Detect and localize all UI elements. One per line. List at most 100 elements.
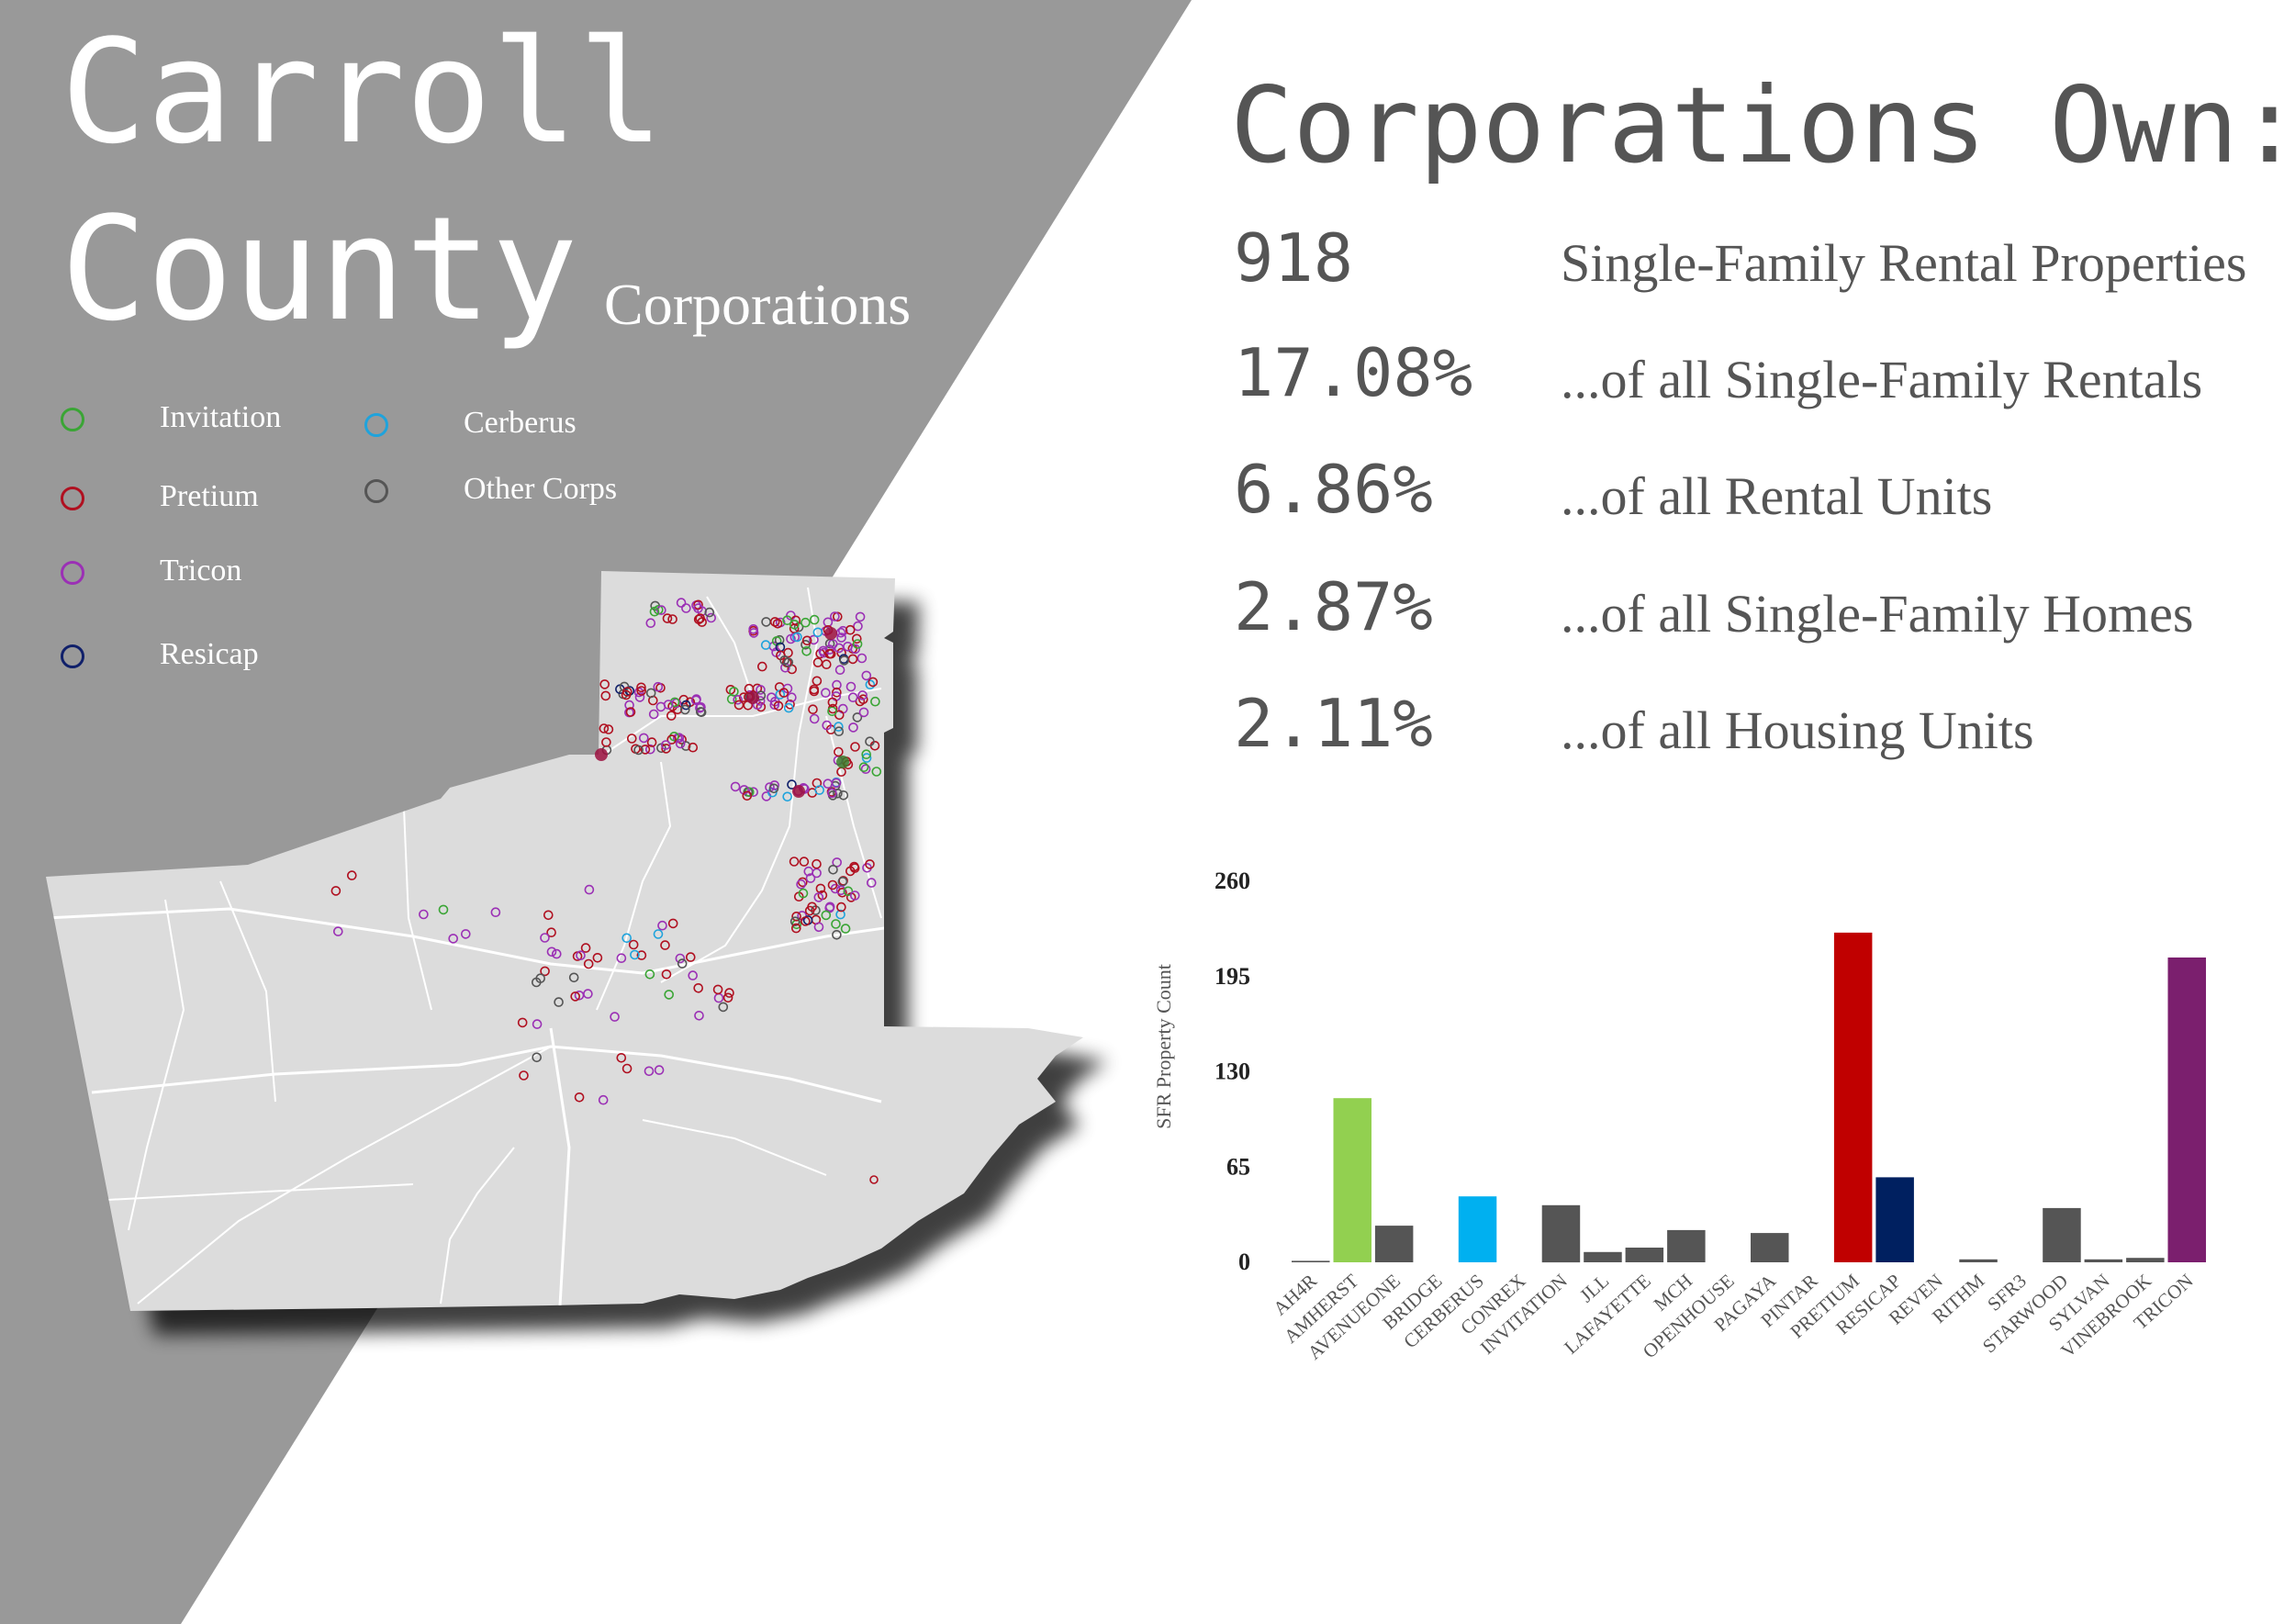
invitation-marker-icon (798, 888, 809, 899)
tricon-marker-icon (756, 685, 766, 695)
tricon-marker-icon (490, 907, 501, 918)
tricon-marker-icon (690, 695, 701, 706)
legend-label: Invitation (160, 400, 282, 434)
cerberus-marker-icon (782, 791, 793, 802)
county-subtitle: Corporations (604, 272, 912, 337)
pretium-marker-icon (517, 1017, 528, 1028)
stat-value-housing-share: 2.11% (1234, 685, 1433, 762)
pretium-marker-icon (834, 746, 844, 757)
tricon-marker-icon (638, 733, 649, 744)
invitation-marker-icon (840, 924, 851, 934)
pretium-marker-icon (661, 969, 672, 980)
other-corps-marker-icon (834, 726, 845, 737)
other-corps-marker-icon (852, 712, 863, 722)
other-corps-marker-icon (865, 736, 875, 747)
tricon-marker-icon (834, 643, 845, 654)
tricon-marker-icon (780, 662, 790, 673)
pretium-marker-icon (636, 950, 647, 960)
bar-rithm (1959, 1259, 1998, 1262)
map-roads (46, 587, 891, 1306)
invitation-marker-icon (726, 694, 737, 704)
tricon-marker-icon (832, 857, 843, 868)
pretium-marker-icon (640, 745, 651, 755)
tricon-marker-icon (706, 612, 717, 623)
invitation-marker-icon (852, 639, 863, 649)
tricon-marker-icon (765, 782, 775, 792)
tricon-marker-icon (332, 926, 343, 936)
pretium-marker-icon (667, 918, 678, 929)
cerberus-marker-icon (835, 909, 845, 920)
invitation-marker-icon (831, 919, 841, 929)
invitation-marker-icon (858, 762, 869, 773)
pretium-marker-icon (790, 923, 801, 934)
pretium-marker-icon (773, 700, 784, 711)
tricon-marker-icon (866, 878, 877, 888)
tricon-marker-icon (574, 991, 585, 1001)
tricon-marker-icon (830, 611, 840, 622)
other-corps-marker-icon (364, 479, 388, 503)
pretium-marker-icon (868, 677, 879, 688)
tricon-marker-icon (857, 690, 868, 700)
bar-pretium (1833, 932, 1873, 1262)
tricon-marker-icon (546, 946, 557, 958)
pretium-marker-icon (519, 1070, 529, 1081)
other-corps-marker-icon (789, 916, 800, 927)
pretium-marker-icon (580, 943, 591, 953)
bar-lafayette (1625, 1248, 1664, 1262)
cerberus-marker-icon (814, 785, 825, 795)
tricon-marker-icon (540, 933, 550, 943)
pretium-marker-icon (832, 687, 842, 698)
pretium-marker-icon (857, 694, 868, 705)
pretium-marker-icon (330, 886, 341, 896)
invitation-marker-icon (664, 990, 675, 1000)
tricon-marker-icon (657, 920, 667, 931)
resicap-marker-icon (787, 779, 797, 790)
pretium-marker-icon (628, 939, 639, 950)
pretium-marker-icon (636, 686, 647, 696)
dense-cluster-marker (836, 756, 849, 768)
tricon-marker-icon (849, 890, 860, 901)
tricon-marker-icon (693, 603, 703, 613)
other-corps-marker-icon (838, 790, 849, 801)
invitation-marker-icon (782, 615, 792, 626)
other-corps-marker-icon (677, 958, 688, 969)
other-corps-marker-icon (531, 977, 542, 988)
invitation-marker-icon (669, 697, 680, 708)
tricon-marker-icon (805, 873, 816, 883)
pretium-marker-icon (636, 682, 646, 693)
cerberus-marker-icon (865, 679, 876, 690)
pretium-marker-icon (824, 648, 835, 659)
other-corps-marker-icon (554, 997, 564, 1007)
bar-invitation (1541, 1204, 1581, 1263)
road-line (128, 899, 185, 1231)
tricon-marker-icon (663, 700, 674, 710)
cerberus-marker-icon (812, 627, 823, 638)
invitation-marker-icon (870, 696, 880, 707)
tricon-marker-icon (624, 700, 634, 711)
bar-chart: SFR Property Count 0 65 130 195 260 AH4RAMHE… (1152, 868, 2206, 1364)
legend-label: Cerberus (464, 406, 577, 440)
pretium-marker-icon (869, 1175, 879, 1184)
legend-label: Other Corps (464, 472, 618, 506)
dense-cluster-marker (746, 691, 759, 704)
pretium-marker-icon (712, 984, 723, 995)
pretium-marker-icon (772, 618, 783, 629)
tricon-marker-icon (855, 611, 866, 622)
tricon-marker-icon (847, 692, 858, 703)
tricon-marker-icon (860, 764, 871, 775)
cerberus-marker-icon (861, 753, 872, 763)
tricon-marker-icon (660, 740, 671, 750)
pretium-marker-icon (733, 700, 744, 711)
tricon-marker-icon (730, 781, 741, 792)
pretium-marker-icon (827, 697, 838, 708)
tricon-marker-icon (644, 744, 655, 755)
tricon-marker-icon (584, 884, 595, 895)
invitation-marker-icon (61, 408, 84, 431)
tricon-marker-icon (610, 1012, 620, 1022)
pretium-marker-icon (543, 910, 554, 921)
tricon-marker-icon (845, 681, 856, 692)
stat-desc-sfh-share: ...of all Single-Family Homes (1561, 584, 2194, 644)
invitation-marker-icon (669, 731, 679, 742)
pretium-marker-icon (592, 953, 603, 963)
